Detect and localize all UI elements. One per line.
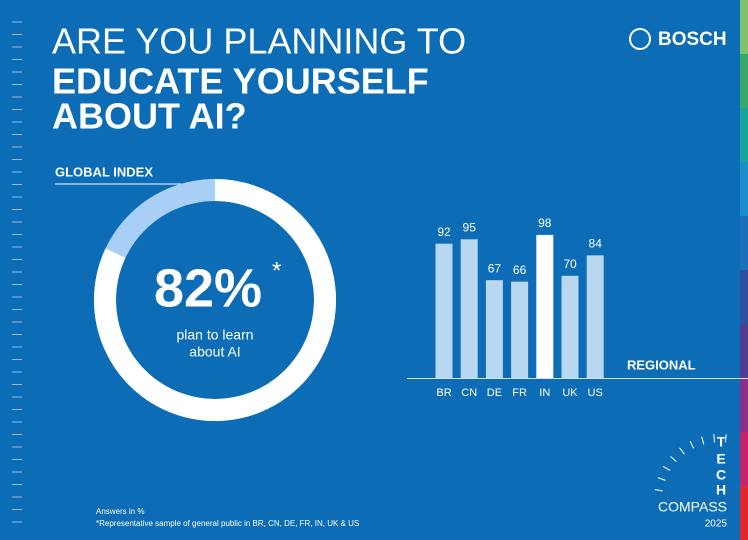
bar [561,275,579,378]
donut-title: GLOBAL INDEX [55,164,153,179]
x-tick-label: BR [436,387,451,399]
value-label: 70 [563,257,577,271]
strip-segment [740,216,748,270]
title-line: ABOUT AI? [52,96,247,137]
title-line: ARE YOU PLANNING TO [52,21,466,62]
dial-tick [670,455,677,463]
brand: BOSCH [658,29,727,50]
title-line: EDUCATE YOURSELF [52,61,429,102]
note: Answers in % [96,507,144,516]
badge-letter: E [716,451,725,467]
dial-tick [679,447,685,455]
dial-tick [701,436,705,445]
badge-letter: T [717,434,726,450]
brand-logo [629,28,651,50]
dial-tick [689,440,695,449]
value-label: 67 [488,261,502,275]
badge-letter: C [716,467,726,483]
bar-title: REGIONAL [627,357,696,372]
donut-chart [94,179,336,421]
compass-dial [654,434,727,492]
donut-arc [94,179,336,421]
badge-name: COMPASS [658,499,727,515]
strip-segment [740,270,748,324]
bar [485,280,503,378]
bar [460,239,478,378]
badge-letter: H [716,482,726,498]
color-strip [740,0,748,540]
value-label: 98 [538,216,552,230]
donut-value: 82% [154,258,262,318]
x-tick-label: CN [461,387,477,399]
bar [511,281,529,378]
dial-tick [657,477,666,481]
bar [435,243,453,378]
donut-caption: about AI [189,344,240,360]
value-label: 92 [437,225,451,239]
dial-tick [662,465,671,471]
strip-segment [740,324,748,378]
strip-segment [740,54,748,108]
strip-segment [740,486,748,540]
note: *Representative sample of general public… [96,519,359,528]
strip-segment [740,108,748,162]
x-tick-label: FR [512,387,527,399]
bar-chart: 92 BR 95 CN 67 DE 66 FR 98 IN 70 UK 84 US [435,216,604,399]
strip-segment [740,378,748,432]
value-label: 66 [513,263,527,277]
x-tick-label: US [588,387,603,399]
dial-tick [654,489,663,492]
strip-segment [740,162,748,216]
donut-caption: plan to learn [176,327,253,343]
strip-segment [740,0,748,54]
badge-year: 2025 [705,519,728,530]
bar [536,234,554,378]
value-label: 95 [463,220,477,234]
bar [586,255,604,378]
dial-tick [724,434,727,443]
x-tick-label: IN [539,387,550,399]
x-tick-label: UK [562,387,578,399]
strip-segment [740,432,748,486]
dial-tick [713,434,716,443]
side-dashes [12,21,22,523]
footnote-mark: * [272,257,281,284]
value-label: 84 [589,237,603,251]
x-tick-label: DE [487,387,502,399]
